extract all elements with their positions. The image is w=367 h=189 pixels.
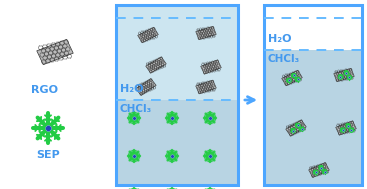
Polygon shape [334, 68, 354, 82]
Polygon shape [196, 26, 216, 40]
Polygon shape [37, 39, 73, 65]
Polygon shape [146, 57, 166, 73]
Polygon shape [286, 120, 306, 136]
Polygon shape [201, 60, 221, 74]
Text: H₂O: H₂O [120, 84, 143, 94]
Polygon shape [282, 70, 302, 86]
Text: CHCl₃: CHCl₃ [120, 104, 152, 114]
Bar [116, 5, 238, 185]
Bar [264, 5, 362, 50]
Polygon shape [138, 27, 158, 43]
Polygon shape [136, 79, 156, 95]
Text: SEP: SEP [36, 150, 60, 160]
Polygon shape [336, 121, 356, 135]
Bar [116, 5, 238, 100]
Text: CHCl₃: CHCl₃ [268, 54, 300, 64]
Bar [264, 5, 362, 185]
Polygon shape [196, 80, 216, 94]
Bar [116, 100, 238, 185]
Text: RGO: RGO [32, 85, 58, 95]
Polygon shape [309, 163, 329, 177]
Bar [264, 50, 362, 185]
Text: H₂O: H₂O [268, 34, 291, 44]
